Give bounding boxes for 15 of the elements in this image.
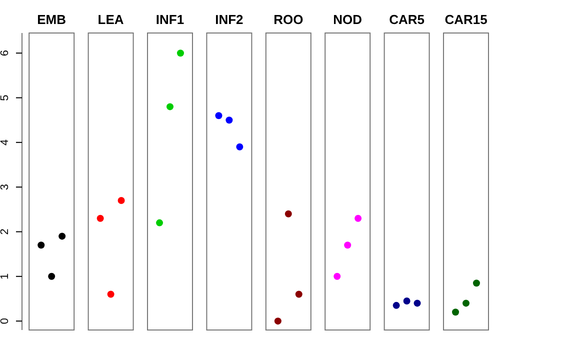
y-tick-label: 1	[0, 273, 11, 280]
x-tick-label: NOD	[333, 12, 362, 27]
y-tick-label: 3	[0, 184, 11, 190]
x-tick-label: INF1	[156, 12, 184, 27]
x-tick-label: INF2	[215, 12, 244, 27]
y-tick-label: 2	[0, 228, 11, 235]
y-tick-label: 6	[0, 50, 11, 56]
x-tick-label: LEA	[98, 12, 124, 27]
x-tick-label: CAR15	[444, 12, 488, 27]
x-tick-label: ROO	[274, 12, 304, 27]
x-tick-label: CAR5	[389, 12, 425, 27]
x-tick-label: EMB	[37, 12, 66, 27]
y-tick-label: 4	[0, 139, 11, 146]
y-tick-label: 0	[0, 318, 11, 324]
y-tick-label: 5	[0, 94, 11, 101]
